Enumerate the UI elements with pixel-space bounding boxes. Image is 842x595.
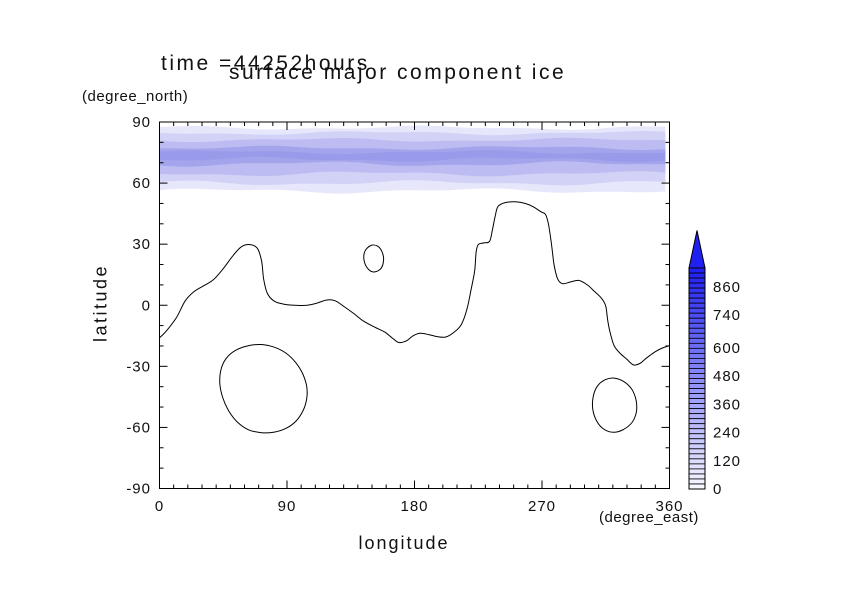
colorbar-segment xyxy=(688,302,706,309)
colorbar-segment xyxy=(688,272,706,279)
y-tick-label: 60 xyxy=(132,175,151,192)
colorbar-segment xyxy=(688,312,706,319)
colorbar-tick-label: 120 xyxy=(713,453,741,470)
colorbar-outline xyxy=(688,267,706,490)
colorbar-segment xyxy=(688,423,706,430)
colorbar-tick-label: 600 xyxy=(713,340,741,357)
x-tick-label: 180 xyxy=(400,498,428,515)
small-closed-contour-north xyxy=(363,244,385,273)
colorbar-segment xyxy=(688,428,706,435)
y-tick-label: 30 xyxy=(132,236,151,253)
colorbar-segment xyxy=(688,473,706,480)
colorbar-segment xyxy=(688,393,706,399)
axis-tick-labels: 0 90 180 270 360 90 60 30 0 -30 -60 -90 xyxy=(126,114,683,515)
contour-lines xyxy=(159,201,670,434)
colorbar-segment xyxy=(688,453,706,460)
colorbar-segment xyxy=(688,363,706,369)
colorbar-tick-label: 480 xyxy=(713,368,741,385)
colorbar-segment xyxy=(688,368,706,374)
colorbar-segment xyxy=(688,347,706,354)
colorbar-segment xyxy=(688,403,706,410)
colorbar: 0 120 240 360 480 600 740 860 xyxy=(688,230,741,498)
x-tick-label: 90 xyxy=(278,498,297,515)
x-tick-label: 270 xyxy=(528,498,556,515)
colorbar-segment xyxy=(688,438,706,445)
colorbar-segment xyxy=(688,277,706,284)
colorbar-segment xyxy=(688,378,706,384)
y-axis-unit-label: (degree_north) xyxy=(82,88,189,105)
colorbar-tick-label: 0 xyxy=(713,481,722,498)
colorbar-segment xyxy=(688,433,706,440)
colorbar-segment xyxy=(688,327,706,334)
colorbar-tick-label: 240 xyxy=(713,425,741,442)
x-axis-title: longitude xyxy=(358,533,450,553)
colorbar-overflow-arrow-icon xyxy=(688,230,706,269)
main-boundary-contour xyxy=(159,201,670,366)
colorbar-segment xyxy=(688,373,706,379)
colorbar-segment xyxy=(688,388,706,394)
colorbar-segment xyxy=(688,282,706,289)
y-tick-label: -30 xyxy=(126,358,151,375)
colorbar-segment xyxy=(688,443,706,450)
axes-frame-and-ticks xyxy=(159,121,670,489)
colorbar-segment xyxy=(688,342,706,349)
colorbar-segment xyxy=(688,408,706,415)
y-tick-label: -90 xyxy=(126,481,151,498)
x-axis-unit-label: (degree_east) xyxy=(599,509,699,526)
colorbar-segment xyxy=(688,383,706,389)
x-tick-label: 0 xyxy=(155,498,164,515)
colorbar-segment xyxy=(688,332,706,339)
figure-subtitle-time: time =44252hours xyxy=(161,52,370,75)
colorbar-segment xyxy=(688,337,706,344)
y-tick-label: 0 xyxy=(142,297,151,314)
colorbar-segment xyxy=(688,458,706,465)
colorbar-segment xyxy=(688,483,706,490)
colorbar-segment xyxy=(688,358,706,364)
colorbar-segment xyxy=(688,292,706,299)
figure-title: surface major component ice xyxy=(229,61,567,84)
filled-contour-bands xyxy=(159,125,666,194)
colorbar-segment xyxy=(688,287,706,294)
colorbar-segment xyxy=(688,307,706,314)
colorbar-segment xyxy=(688,322,706,329)
small-closed-contour-southeast xyxy=(591,377,638,433)
ice-band-level-5 xyxy=(159,150,666,163)
large-closed-contour-southwest xyxy=(219,343,308,434)
colorbar-segment xyxy=(688,418,706,425)
colorbar-segment xyxy=(688,317,706,324)
colorbar-segment xyxy=(688,463,706,470)
colorbar-tick-label: 860 xyxy=(713,279,741,296)
colorbar-segment xyxy=(688,413,706,420)
x-tick-label: 360 xyxy=(655,498,683,515)
y-tick-label: 90 xyxy=(132,114,151,131)
colorbar-tick-label: 740 xyxy=(713,307,741,324)
colorbar-segment xyxy=(688,352,706,359)
colorbar-tick-label: 360 xyxy=(713,396,741,413)
colorbar-segment xyxy=(688,398,706,405)
colorbar-segment xyxy=(688,478,706,485)
colorbar-segment xyxy=(688,297,706,304)
colorbar-segment xyxy=(688,267,706,274)
colorbar-segment xyxy=(688,468,706,475)
y-tick-label: -60 xyxy=(126,419,151,436)
colorbar-segment xyxy=(688,448,706,455)
